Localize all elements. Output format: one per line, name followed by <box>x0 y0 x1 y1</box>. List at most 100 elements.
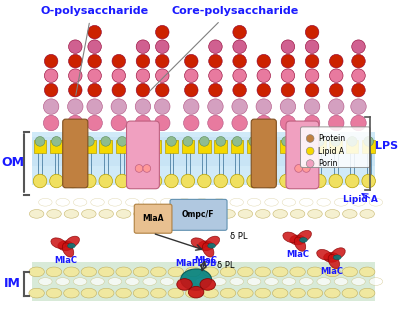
Circle shape <box>150 136 160 146</box>
Circle shape <box>136 40 150 53</box>
Ellipse shape <box>212 198 226 206</box>
Circle shape <box>346 174 359 188</box>
Circle shape <box>302 165 310 172</box>
Circle shape <box>281 69 295 82</box>
Circle shape <box>232 115 247 131</box>
Ellipse shape <box>238 267 253 277</box>
Circle shape <box>209 69 222 82</box>
Circle shape <box>198 174 211 188</box>
Ellipse shape <box>203 288 218 298</box>
Circle shape <box>330 69 343 82</box>
Ellipse shape <box>369 278 383 285</box>
Circle shape <box>88 69 101 82</box>
Ellipse shape <box>272 267 288 277</box>
Circle shape <box>281 83 295 97</box>
Ellipse shape <box>208 243 216 248</box>
Ellipse shape <box>203 210 218 218</box>
Bar <box>198 140 211 153</box>
Circle shape <box>136 69 150 82</box>
Text: δ PL: δ PL <box>217 261 235 270</box>
Circle shape <box>134 136 144 146</box>
Ellipse shape <box>247 278 261 285</box>
Text: IM: IM <box>4 277 21 290</box>
Circle shape <box>68 54 82 68</box>
Ellipse shape <box>133 288 149 298</box>
Circle shape <box>305 25 319 39</box>
Circle shape <box>257 83 270 97</box>
Circle shape <box>84 136 94 146</box>
Text: Ompc/F: Ompc/F <box>182 210 214 219</box>
Ellipse shape <box>273 210 288 218</box>
Text: δ PL: δ PL <box>230 232 248 241</box>
Ellipse shape <box>178 278 191 285</box>
Ellipse shape <box>62 243 74 257</box>
Circle shape <box>132 174 145 188</box>
Circle shape <box>352 69 365 82</box>
Ellipse shape <box>221 210 235 218</box>
Ellipse shape <box>230 198 244 206</box>
Circle shape <box>156 40 169 53</box>
FancyBboxPatch shape <box>251 119 276 188</box>
Circle shape <box>148 174 162 188</box>
Ellipse shape <box>64 210 79 218</box>
Ellipse shape <box>82 210 96 218</box>
Ellipse shape <box>212 278 226 285</box>
Circle shape <box>351 115 366 131</box>
Ellipse shape <box>307 267 323 277</box>
Ellipse shape <box>282 198 296 206</box>
Bar <box>100 140 112 153</box>
Circle shape <box>364 136 374 146</box>
Ellipse shape <box>186 288 201 298</box>
Circle shape <box>135 165 143 172</box>
Ellipse shape <box>151 267 166 277</box>
Circle shape <box>52 136 61 146</box>
Circle shape <box>111 99 126 114</box>
Circle shape <box>306 134 314 142</box>
Circle shape <box>331 136 341 146</box>
Text: LPS: LPS <box>375 141 398 151</box>
Circle shape <box>295 165 302 172</box>
FancyBboxPatch shape <box>126 121 159 189</box>
Ellipse shape <box>265 198 278 206</box>
Ellipse shape <box>282 278 296 285</box>
Circle shape <box>257 69 270 82</box>
Ellipse shape <box>308 210 322 218</box>
Text: MlaC: MlaC <box>320 267 343 277</box>
Bar <box>66 140 79 153</box>
Circle shape <box>44 69 58 82</box>
Bar <box>34 140 46 153</box>
Circle shape <box>304 115 320 131</box>
Circle shape <box>87 115 102 131</box>
Bar <box>32 132 375 185</box>
Ellipse shape <box>58 241 73 251</box>
Ellipse shape <box>98 288 114 298</box>
Circle shape <box>256 115 272 131</box>
Circle shape <box>298 136 308 146</box>
Circle shape <box>68 69 82 82</box>
Circle shape <box>209 54 222 68</box>
Ellipse shape <box>297 230 312 242</box>
Ellipse shape <box>29 288 44 298</box>
Circle shape <box>136 83 150 97</box>
Circle shape <box>43 115 59 131</box>
Ellipse shape <box>325 288 340 298</box>
Ellipse shape <box>255 267 270 277</box>
Bar <box>280 140 293 153</box>
Ellipse shape <box>202 243 214 257</box>
Ellipse shape <box>134 210 148 218</box>
Bar <box>50 140 63 153</box>
FancyBboxPatch shape <box>134 204 172 233</box>
Ellipse shape <box>290 267 305 277</box>
Circle shape <box>305 83 319 97</box>
Circle shape <box>112 83 126 97</box>
FancyBboxPatch shape <box>300 127 370 168</box>
Circle shape <box>233 25 246 39</box>
Circle shape <box>214 174 228 188</box>
Bar <box>214 140 227 153</box>
Circle shape <box>88 83 101 97</box>
Ellipse shape <box>300 278 313 285</box>
Circle shape <box>66 174 80 188</box>
Ellipse shape <box>195 198 209 206</box>
Bar <box>83 140 96 153</box>
Circle shape <box>280 115 296 131</box>
